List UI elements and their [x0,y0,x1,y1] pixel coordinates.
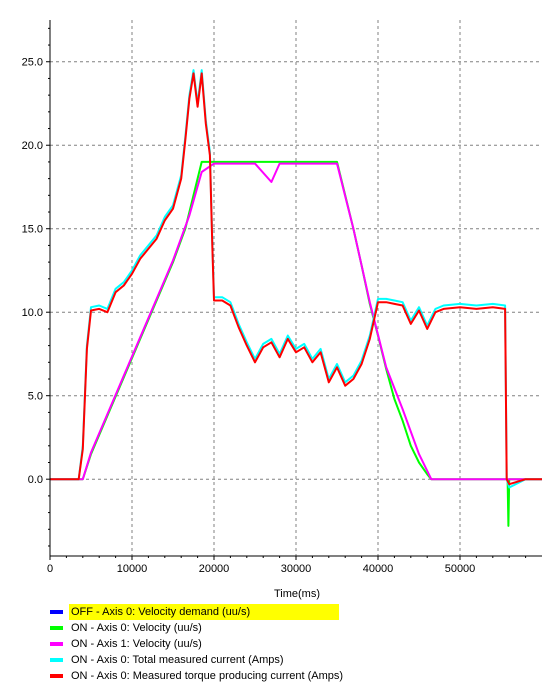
x-tick-label: 50000 [445,563,476,575]
x-axis-label: Time(ms) [274,588,320,600]
y-tick-label: 20.0 [22,140,43,152]
y-tick-label: 10.0 [22,307,43,319]
series-layer [50,69,542,527]
legend-swatch [50,610,63,615]
y-tick-label: 25.0 [22,57,43,69]
gridlines [50,20,542,556]
legend: OFF - Axis 0: Velocity demand (uu/s) ON -… [48,604,448,684]
legend-item-2[interactable]: ON - Axis 1: Velocity (uu/s) [48,636,448,652]
legend-item-4[interactable]: ON - Axis 0: Measured torque producing c… [48,668,448,684]
chart-area: 0 10000 20000 30000 40000 50000 0.0 5.0 10.0 15.0… [22,20,542,600]
y-tick-label: 0.0 [28,474,43,486]
legend-label: ON - Axis 0: Total measured current (Amp… [71,654,284,667]
tick-labels: 0 10000 20000 30000 40000 50000 0.0 5.0 10.0 15.0… [22,57,476,575]
legend-label: OFF - Axis 0: Velocity demand (uu/s) [69,604,339,621]
legend-swatch [50,626,63,631]
y-tick-label: 5.0 [28,391,43,403]
legend-item-1[interactable]: ON - Axis 0: Velocity (uu/s) [48,620,448,636]
series-line-3 [50,69,542,489]
legend-label: ON - Axis 0: Measured torque producing c… [71,670,344,683]
x-tick-label: 10000 [117,563,148,575]
x-tick-label: 40000 [363,563,394,575]
series-line-2 [50,162,542,481]
legend-label: ON - Axis 0: Velocity (uu/s) [71,622,202,635]
legend-swatch [50,642,63,647]
axes [46,20,542,560]
x-tick-label: 0 [47,563,53,575]
legend-item-0[interactable]: OFF - Axis 0: Velocity demand (uu/s) [48,604,448,621]
series-line-4 [50,72,542,486]
x-tick-label: 30000 [281,563,312,575]
legend-label: ON - Axis 1: Velocity (uu/s) [71,638,202,651]
legend-swatch [50,674,63,679]
legend-item-3[interactable]: ON - Axis 0: Total measured current (Amp… [48,652,448,668]
legend-swatch [50,658,63,663]
x-tick-label: 20000 [199,563,230,575]
y-tick-label: 15.0 [22,224,43,236]
